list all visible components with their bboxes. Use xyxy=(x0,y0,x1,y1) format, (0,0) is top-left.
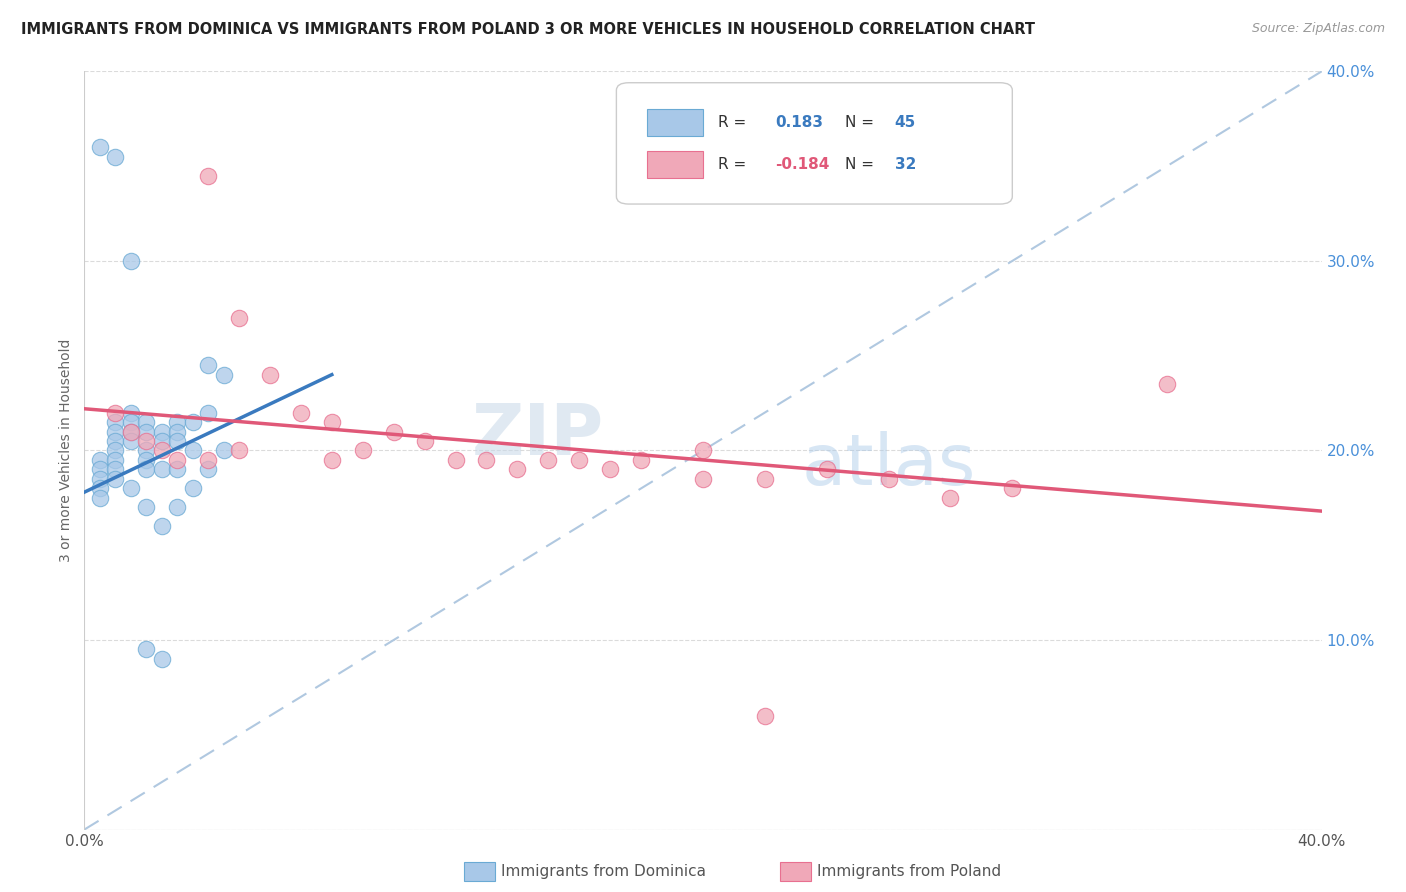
Y-axis label: 3 or more Vehicles in Household: 3 or more Vehicles in Household xyxy=(59,339,73,562)
Point xyxy=(630,453,652,467)
Point xyxy=(599,462,621,476)
Point xyxy=(135,500,157,515)
Point xyxy=(181,443,204,458)
Text: 0.183: 0.183 xyxy=(775,115,823,129)
Point xyxy=(150,462,173,476)
Point xyxy=(120,425,142,439)
Point xyxy=(166,500,188,515)
Text: Immigrants from Dominica: Immigrants from Dominica xyxy=(501,864,706,879)
Point xyxy=(104,462,127,476)
Bar xyxy=(647,151,703,178)
Point xyxy=(150,425,173,439)
Point xyxy=(382,425,405,439)
Point xyxy=(150,652,173,666)
Point xyxy=(290,406,312,420)
Point xyxy=(939,491,962,505)
Text: 45: 45 xyxy=(894,115,917,129)
Point xyxy=(135,453,157,467)
Point xyxy=(104,150,127,164)
Point xyxy=(321,415,343,429)
Point xyxy=(104,453,127,467)
Bar xyxy=(647,109,703,136)
Point xyxy=(181,482,204,496)
Text: 32: 32 xyxy=(894,157,917,172)
Point xyxy=(104,425,127,439)
Point xyxy=(754,472,776,486)
Point xyxy=(104,434,127,448)
Point xyxy=(692,472,714,486)
Point xyxy=(120,425,142,439)
Point xyxy=(228,310,250,325)
Point xyxy=(228,443,250,458)
Point xyxy=(104,443,127,458)
Point xyxy=(166,434,188,448)
Point xyxy=(135,434,157,448)
Point xyxy=(537,453,560,467)
Point xyxy=(166,415,188,429)
Point xyxy=(212,443,235,458)
Text: IMMIGRANTS FROM DOMINICA VS IMMIGRANTS FROM POLAND 3 OR MORE VEHICLES IN HOUSEHO: IMMIGRANTS FROM DOMINICA VS IMMIGRANTS F… xyxy=(21,22,1035,37)
Point xyxy=(135,415,157,429)
Point xyxy=(104,472,127,486)
Point xyxy=(150,519,173,533)
Text: N =: N = xyxy=(845,157,879,172)
Point xyxy=(135,425,157,439)
Text: -0.184: -0.184 xyxy=(775,157,830,172)
Point xyxy=(212,368,235,382)
Point xyxy=(568,453,591,467)
Point xyxy=(352,443,374,458)
Point xyxy=(104,406,127,420)
Text: R =: R = xyxy=(718,115,751,129)
Point xyxy=(321,453,343,467)
Point xyxy=(692,443,714,458)
Point xyxy=(197,406,219,420)
Point xyxy=(135,443,157,458)
Point xyxy=(259,368,281,382)
Point xyxy=(1001,482,1024,496)
Point xyxy=(120,482,142,496)
Point xyxy=(413,434,436,448)
Point xyxy=(89,472,111,486)
Point xyxy=(197,453,219,467)
Point xyxy=(120,406,142,420)
Point xyxy=(1156,377,1178,392)
Point xyxy=(197,169,219,183)
Point xyxy=(754,708,776,723)
FancyBboxPatch shape xyxy=(616,83,1012,204)
Point xyxy=(150,443,173,458)
Point xyxy=(815,462,838,476)
Point xyxy=(120,434,142,448)
Point xyxy=(104,415,127,429)
Point xyxy=(89,482,111,496)
Point xyxy=(89,453,111,467)
Point xyxy=(135,642,157,657)
Point xyxy=(166,425,188,439)
Text: ZIP: ZIP xyxy=(472,401,605,470)
Point xyxy=(444,453,467,467)
Point xyxy=(197,358,219,372)
Point xyxy=(120,415,142,429)
Point xyxy=(197,462,219,476)
Point xyxy=(181,415,204,429)
Point xyxy=(150,434,173,448)
Text: atlas: atlas xyxy=(801,431,976,500)
Point xyxy=(506,462,529,476)
Point xyxy=(120,254,142,268)
Text: N =: N = xyxy=(845,115,879,129)
Point xyxy=(877,472,900,486)
Point xyxy=(89,491,111,505)
Text: Source: ZipAtlas.com: Source: ZipAtlas.com xyxy=(1251,22,1385,36)
Text: R =: R = xyxy=(718,157,751,172)
Point xyxy=(135,462,157,476)
Point xyxy=(166,453,188,467)
Point xyxy=(89,462,111,476)
Point xyxy=(89,140,111,154)
Point xyxy=(475,453,498,467)
Text: Immigrants from Poland: Immigrants from Poland xyxy=(817,864,1001,879)
Point xyxy=(166,462,188,476)
